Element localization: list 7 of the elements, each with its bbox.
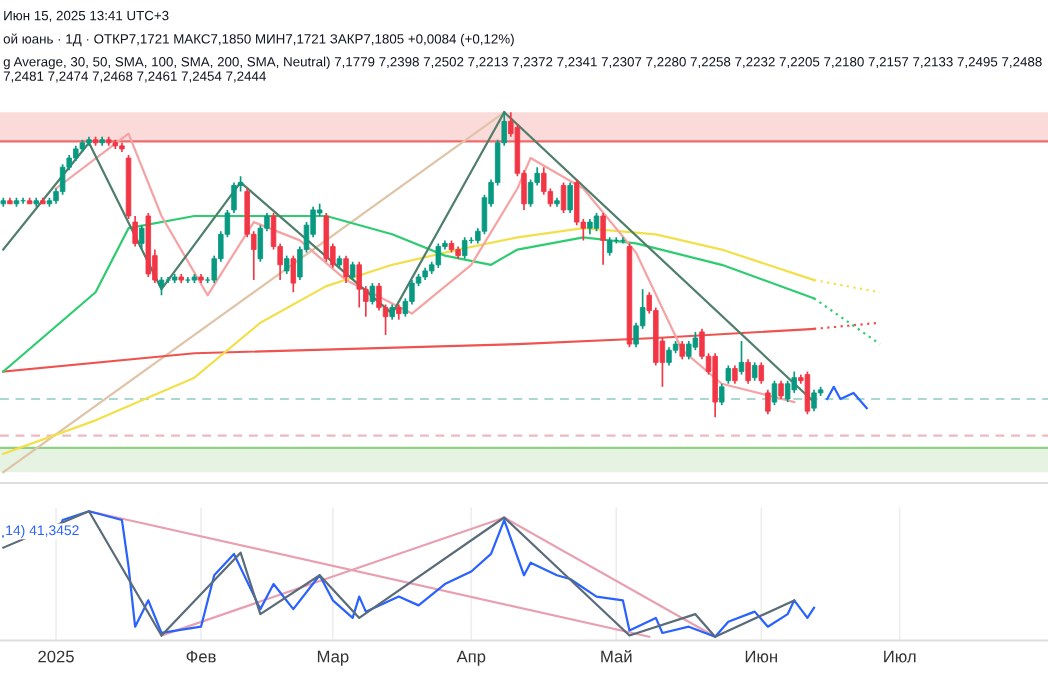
x-tick-label: Июл xyxy=(884,650,916,663)
x-tick-label: Апр xyxy=(456,650,486,666)
x-tick-label: 2025 xyxy=(38,650,74,663)
x-tick-label: Май xyxy=(601,649,632,663)
x-tick-label: Мар xyxy=(317,650,349,666)
x-tick-label: Фев xyxy=(186,650,216,663)
x-tick-label: Июн xyxy=(745,650,777,663)
